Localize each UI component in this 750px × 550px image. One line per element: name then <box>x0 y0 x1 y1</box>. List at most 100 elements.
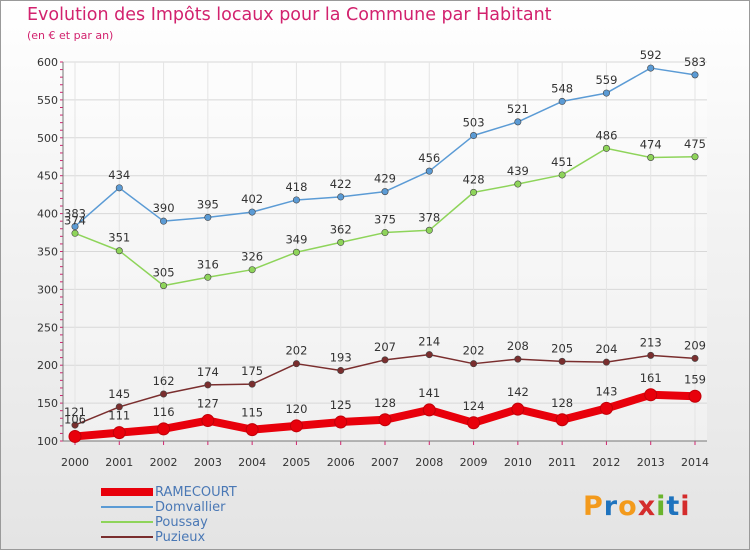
data-label-poussay: 375 <box>374 213 396 227</box>
data-point-poussay <box>647 154 655 162</box>
y-tick-label: 100 <box>37 435 58 448</box>
chart-title: Evolution des Impôts locaux pour la Comm… <box>27 5 552 25</box>
data-label-ramecourt: 127 <box>197 397 219 411</box>
data-point-ramecourt <box>599 401 613 415</box>
data-label-domvallier: 402 <box>241 192 263 206</box>
data-label-poussay: 451 <box>551 155 573 169</box>
data-label-ramecourt: 161 <box>640 371 662 385</box>
data-label-puzieux: 202 <box>463 344 485 358</box>
data-point-ramecourt <box>422 403 436 417</box>
logo-letter: i <box>656 491 667 522</box>
data-point-ramecourt <box>511 402 525 416</box>
chart-subtitle: (en € et par an) <box>27 29 114 42</box>
data-label-puzieux: 209 <box>684 338 706 352</box>
data-label-puzieux: 193 <box>330 351 352 365</box>
legend-swatch-domvallier <box>101 506 153 508</box>
data-label-ramecourt: 125 <box>330 398 352 412</box>
data-label-domvallier: 548 <box>551 81 573 95</box>
data-point-poussay <box>470 188 478 196</box>
data-label-puzieux: 202 <box>285 344 307 358</box>
data-point-domvallier <box>115 184 123 192</box>
data-point-puzieux <box>602 358 610 366</box>
data-label-poussay: 351 <box>108 231 130 245</box>
y-tick-label: 350 <box>37 246 58 259</box>
x-tick-label: 2008 <box>415 456 443 469</box>
data-point-ramecourt <box>245 423 259 437</box>
data-point-puzieux <box>558 357 566 365</box>
x-tick-label: 2010 <box>504 456 532 469</box>
data-label-ramecourt: 159 <box>684 372 706 386</box>
data-point-puzieux <box>115 403 123 411</box>
data-label-poussay: 475 <box>684 137 706 151</box>
data-label-domvallier: 422 <box>330 177 352 191</box>
data-label-domvallier: 395 <box>197 197 219 211</box>
data-label-domvallier: 418 <box>285 180 307 194</box>
data-point-puzieux <box>337 367 345 375</box>
data-point-poussay <box>71 229 79 237</box>
logo-letter: P <box>583 491 604 522</box>
y-tick-label: 550 <box>37 94 58 107</box>
logo-letter: x <box>637 491 657 522</box>
data-point-puzieux <box>425 351 433 359</box>
data-point-domvallier <box>691 71 699 79</box>
data-label-domvallier: 503 <box>463 116 485 130</box>
data-point-poussay <box>115 247 123 255</box>
x-tick-label: 2006 <box>327 456 355 469</box>
data-label-puzieux: 174 <box>197 365 219 379</box>
data-label-puzieux: 175 <box>241 364 263 378</box>
x-tick-label: 2003 <box>194 456 222 469</box>
x-tick-label: 2002 <box>150 456 178 469</box>
x-tick-label: 2011 <box>548 456 576 469</box>
data-label-poussay: 486 <box>595 128 617 142</box>
data-label-ramecourt: 128 <box>551 396 573 410</box>
y-tick-label: 250 <box>37 321 58 334</box>
data-point-ramecourt <box>201 414 215 428</box>
data-label-poussay: 305 <box>153 266 175 280</box>
data-label-puzieux: 205 <box>551 341 573 355</box>
data-label-puzieux: 121 <box>64 405 86 419</box>
data-point-ramecourt <box>112 426 126 440</box>
data-point-ramecourt <box>467 416 481 430</box>
data-point-domvallier <box>647 64 655 72</box>
data-label-puzieux: 162 <box>153 374 175 388</box>
data-point-poussay <box>292 248 300 256</box>
data-point-domvallier <box>425 167 433 175</box>
data-label-ramecourt: 115 <box>241 406 263 420</box>
logo-letter: o <box>618 491 638 522</box>
data-point-ramecourt <box>555 413 569 427</box>
data-point-ramecourt <box>68 429 82 443</box>
logo-letter: t <box>666 491 681 522</box>
data-label-ramecourt: 142 <box>507 385 529 399</box>
proxiti-logo: Proxiti <box>583 491 691 522</box>
data-point-domvallier <box>558 97 566 105</box>
data-point-ramecourt <box>688 389 702 403</box>
data-label-domvallier: 559 <box>595 73 617 87</box>
data-label-puzieux: 145 <box>108 387 130 401</box>
y-tick-label: 400 <box>37 208 58 221</box>
x-tick-label: 2013 <box>637 456 665 469</box>
logo-letter: r <box>603 491 619 522</box>
legend-label-domvallier: Domvallier <box>155 500 226 515</box>
data-point-domvallier <box>248 208 256 216</box>
data-point-puzieux <box>647 351 655 359</box>
data-point-puzieux <box>204 381 212 389</box>
x-tick-label: 2007 <box>371 456 399 469</box>
data-label-ramecourt: 128 <box>374 396 396 410</box>
data-label-ramecourt: 106 <box>64 412 86 426</box>
data-label-domvallier: 383 <box>64 206 86 220</box>
legend-swatch-puzieux <box>101 536 153 538</box>
y-tick-label: 450 <box>37 170 58 183</box>
x-tick-label: 2005 <box>282 456 310 469</box>
x-tick-label: 2014 <box>681 456 709 469</box>
data-point-puzieux <box>292 360 300 368</box>
data-label-poussay: 316 <box>197 257 219 271</box>
data-label-ramecourt: 116 <box>153 405 175 419</box>
data-label-domvallier: 429 <box>374 172 396 186</box>
data-point-domvallier <box>71 222 79 230</box>
data-label-poussay: 378 <box>418 210 440 224</box>
data-label-puzieux: 207 <box>374 340 396 354</box>
data-point-poussay <box>204 273 212 281</box>
x-tick-label: 2012 <box>592 456 620 469</box>
